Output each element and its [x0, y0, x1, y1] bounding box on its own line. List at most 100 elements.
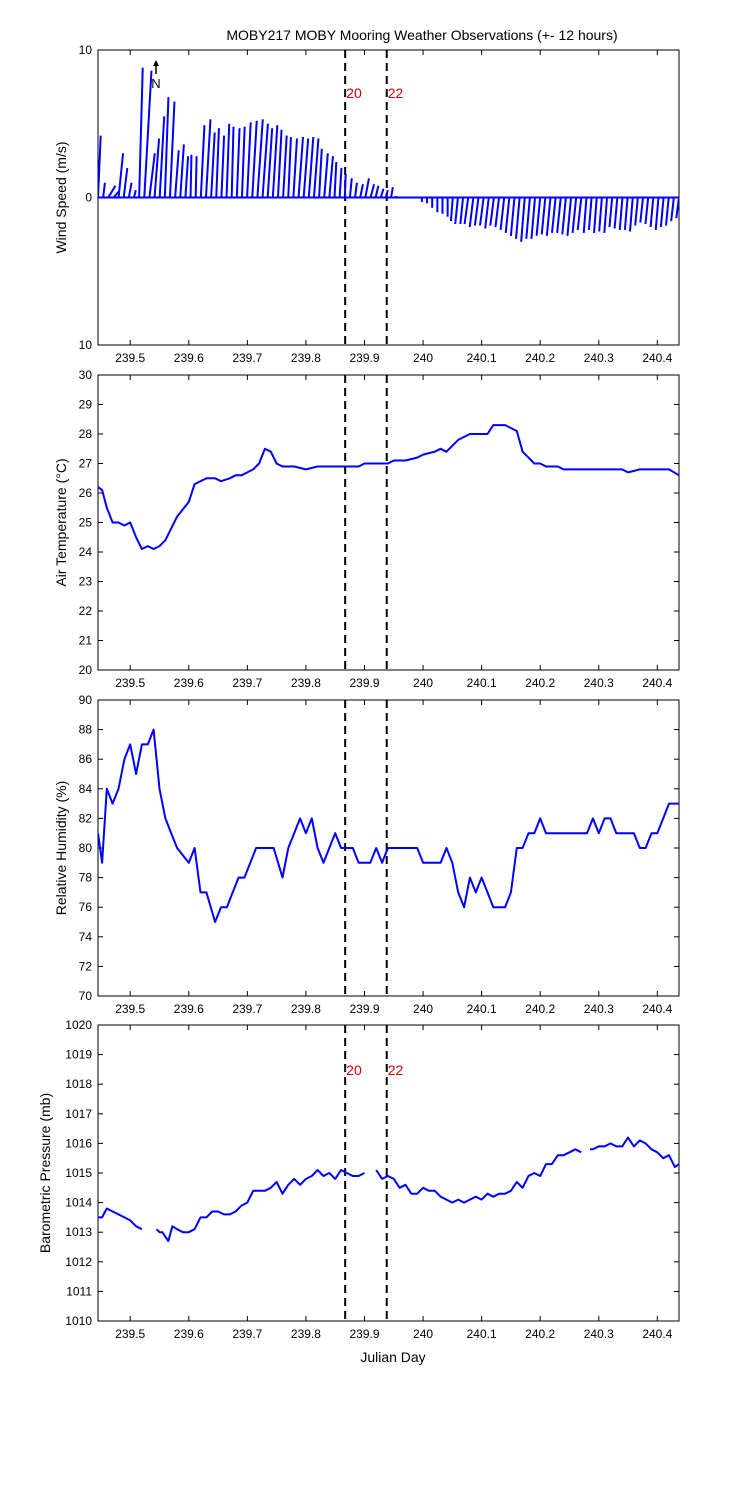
wind-vector: [459, 197, 465, 225]
wind-vector: [302, 138, 310, 198]
rh-panel: 70 72 74 76 78 80 82 84 86 88 90 239.5 239.6 239.7 239…: [53, 693, 680, 1016]
wind-vector: [98, 135, 102, 198]
y-tick-label: 82: [79, 811, 93, 825]
x-tick-label: 239.6: [174, 351, 204, 365]
wind-vector: [215, 128, 220, 198]
x-tick-label: 240.1: [467, 1002, 497, 1016]
wind-vector: [571, 197, 578, 234]
temp-axes-box: [97, 374, 680, 671]
y-tick-label: 30: [79, 368, 93, 382]
x-axis-label: Julian Day: [360, 1349, 425, 1365]
y-tick-label: 24: [79, 545, 93, 559]
y-tick-label: 90: [79, 693, 93, 707]
wind-vector: [384, 189, 389, 198]
x-tick-label: 239.6: [174, 1002, 204, 1016]
wind-vector: [240, 126, 246, 198]
x-tick-label: 240: [413, 351, 433, 365]
wind-vector: [494, 197, 501, 228]
y-tick-label: 1011: [66, 1284, 92, 1298]
y-tick-label: 72: [79, 959, 93, 973]
pressure-series-line: [375, 1148, 582, 1204]
wind-vector: [479, 197, 485, 226]
x-tick-label: 240.1: [467, 676, 497, 690]
x-tick-label: 239.6: [174, 676, 204, 690]
wind-vector: [153, 138, 161, 198]
y-tick-label: 88: [79, 723, 93, 737]
y-tick-label: 20: [79, 663, 93, 677]
y-tick-label: 29: [79, 398, 93, 412]
x-tick-label: 239.8: [291, 1327, 321, 1341]
x-tick-label: 239.5: [115, 1327, 145, 1341]
x-tick-label: 239.7: [232, 676, 262, 690]
x-tick-label: 239.8: [291, 1002, 321, 1016]
wind-vector: [613, 197, 619, 229]
time-marker-label: 20: [346, 85, 362, 101]
wind-vector: [235, 128, 241, 198]
wind-vector: [603, 197, 609, 233]
wind-vector: [318, 148, 323, 198]
wind-vector: [312, 138, 320, 198]
wind-vector: [556, 197, 562, 234]
wind-vector: [463, 197, 470, 225]
wind-vector: [333, 162, 338, 198]
wind-vector: [535, 197, 542, 236]
y-tick-label: 1018: [65, 1077, 92, 1091]
wind-vector: [576, 197, 583, 231]
y-tick-label: 1017: [65, 1107, 92, 1121]
wind-vector: [598, 197, 603, 232]
x-tick-label: 240.1: [467, 1327, 497, 1341]
x-tick-label: 240.3: [584, 676, 614, 690]
wind-vector: [525, 197, 531, 239]
x-tick-label: 240.3: [584, 351, 614, 365]
x-tick-label: 239.7: [232, 1002, 262, 1016]
wind-vector: [276, 129, 283, 198]
x-tick-label: 239.8: [291, 676, 321, 690]
x-tick-label: 239.5: [115, 1002, 145, 1016]
y-tick-label: 10: [79, 338, 93, 352]
north-arrow-icon: [153, 60, 159, 66]
wind-vector: [117, 153, 125, 198]
y-tick-label: 1010: [65, 1314, 92, 1328]
wind-vector: [271, 125, 279, 198]
wind-vector: [307, 136, 315, 198]
y-tick-label: 80: [79, 841, 93, 855]
wind-vector: [644, 197, 650, 225]
wind-data: [98, 67, 679, 242]
wind-vector: [629, 197, 634, 232]
wind-vector: [127, 182, 133, 198]
x-tick-label: 240.4: [642, 1002, 672, 1016]
wind-vector: [593, 197, 598, 233]
wind-vector: [504, 197, 511, 234]
x-tick-label: 240.2: [525, 1327, 555, 1341]
pressure-series-line: [155, 1169, 365, 1243]
pressure-series-line: [98, 1207, 143, 1231]
wind-vector: [675, 197, 679, 219]
rh-series-line: [98, 728, 679, 923]
y-axis-label: Barometric Pressure (mb): [37, 1093, 53, 1253]
wind-vector: [515, 197, 521, 239]
y-tick-label: 1019: [65, 1048, 92, 1062]
wind-vector: [338, 167, 343, 198]
y-tick-label: 74: [79, 930, 93, 944]
wind-vector: [545, 197, 552, 236]
y-tick-label: 28: [79, 427, 93, 441]
x-tick-label: 240.2: [525, 1002, 555, 1016]
x-tick-label: 239.6: [174, 1327, 204, 1341]
wind-vector: [379, 188, 385, 198]
wind-vector: [566, 197, 573, 236]
y-tick-label: 27: [79, 457, 93, 471]
wind-vector: [204, 119, 212, 198]
x-tick-label: 240.4: [642, 676, 672, 690]
wind-vector: [530, 197, 537, 239]
y-tick-label: 26: [79, 486, 93, 500]
wind-vector: [369, 183, 376, 198]
wind-vector: [454, 197, 459, 225]
wind-vector: [484, 197, 490, 229]
y-tick-label: 78: [79, 871, 93, 885]
y-tick-label: 1012: [65, 1255, 92, 1269]
y-tick-label: 86: [79, 752, 93, 766]
wind-vector: [230, 126, 235, 198]
wind-vector: [163, 97, 170, 198]
